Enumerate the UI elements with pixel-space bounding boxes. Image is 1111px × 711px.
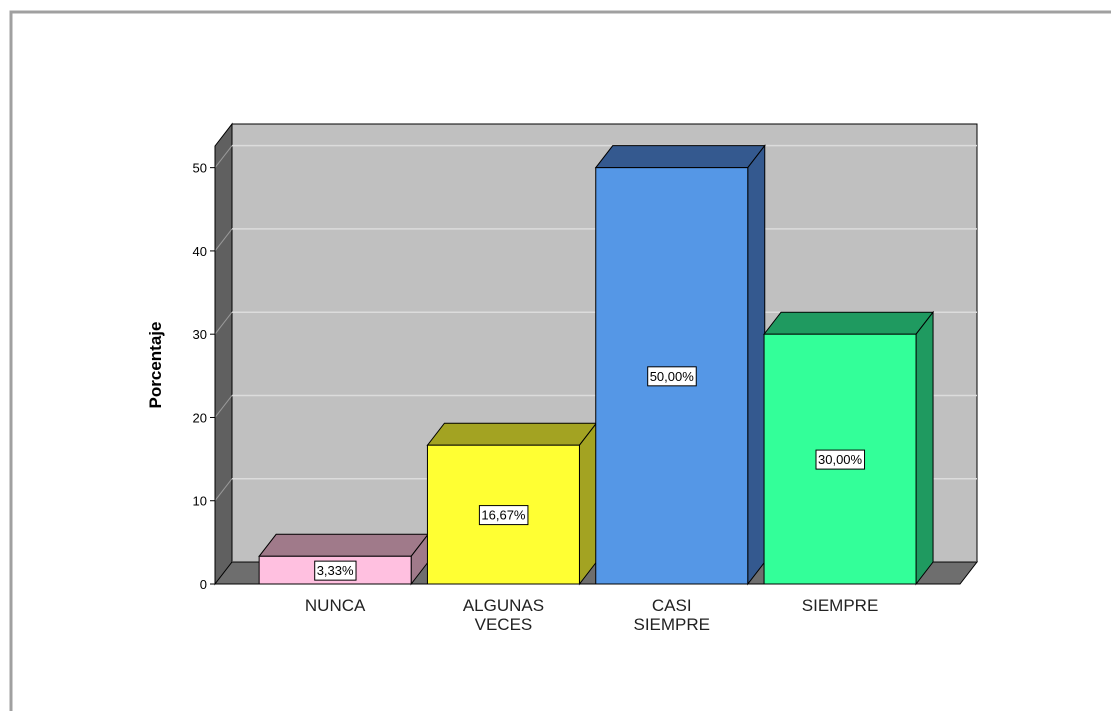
bar-top bbox=[594, 145, 766, 169]
grid-line bbox=[214, 228, 233, 252]
y-tick-label: 0 bbox=[200, 577, 207, 592]
bar-side bbox=[578, 421, 597, 586]
value-label: 30,00% bbox=[818, 452, 863, 467]
x-tick-label: SIEMPRE bbox=[801, 596, 879, 615]
x-tick-label: CASI SIEMPRE bbox=[633, 596, 711, 634]
x-tick-label: ALGUNAS VECES bbox=[462, 596, 545, 634]
y-tick-label: 30 bbox=[193, 327, 207, 342]
grid-line bbox=[214, 478, 233, 502]
bar-top bbox=[258, 533, 430, 557]
y-tick-label: 50 bbox=[193, 161, 207, 176]
grid-line bbox=[214, 145, 233, 168]
y-tick-label: 10 bbox=[193, 494, 207, 509]
value-label: 16,67% bbox=[481, 508, 526, 523]
y-tick-label: 40 bbox=[193, 244, 207, 259]
grid-line bbox=[214, 311, 233, 335]
y-tick-label: 20 bbox=[193, 410, 207, 425]
value-label: 3,33% bbox=[317, 563, 354, 578]
bar-top bbox=[426, 422, 598, 446]
bar-side bbox=[915, 310, 934, 586]
value-label: 50,00% bbox=[650, 369, 695, 384]
frame bbox=[9, 10, 1111, 711]
y-axis-label: Porcentaje bbox=[146, 322, 165, 409]
value-label-box bbox=[815, 449, 866, 470]
grid-line bbox=[214, 395, 233, 418]
value-label-box bbox=[478, 505, 529, 526]
value-label-box bbox=[314, 560, 357, 581]
value-label-box bbox=[647, 366, 697, 387]
bar-side bbox=[747, 144, 766, 586]
bar-top bbox=[763, 311, 935, 335]
x-tick-label: NUNCA bbox=[304, 596, 366, 615]
left-wall bbox=[214, 122, 233, 586]
